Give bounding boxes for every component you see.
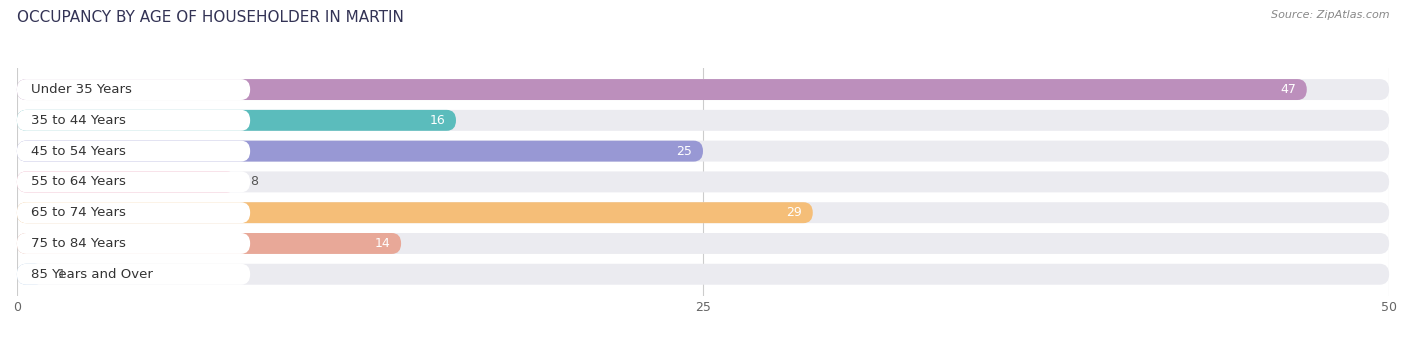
FancyBboxPatch shape (17, 233, 401, 254)
Text: 47: 47 (1279, 83, 1296, 96)
Text: 25: 25 (676, 144, 692, 158)
FancyBboxPatch shape (17, 233, 250, 254)
FancyBboxPatch shape (17, 141, 703, 162)
FancyBboxPatch shape (17, 171, 1389, 192)
FancyBboxPatch shape (17, 264, 45, 285)
FancyBboxPatch shape (17, 233, 1389, 254)
FancyBboxPatch shape (17, 264, 1389, 285)
FancyBboxPatch shape (17, 79, 250, 100)
FancyBboxPatch shape (17, 110, 456, 131)
Text: 85 Years and Over: 85 Years and Over (31, 268, 152, 281)
Text: 55 to 64 Years: 55 to 64 Years (31, 175, 125, 188)
FancyBboxPatch shape (17, 264, 250, 285)
FancyBboxPatch shape (17, 141, 250, 162)
Text: 16: 16 (429, 114, 446, 127)
FancyBboxPatch shape (17, 79, 1306, 100)
Text: 14: 14 (374, 237, 389, 250)
FancyBboxPatch shape (17, 110, 1389, 131)
Text: 75 to 84 Years: 75 to 84 Years (31, 237, 125, 250)
Text: 8: 8 (250, 175, 259, 188)
FancyBboxPatch shape (17, 171, 250, 192)
FancyBboxPatch shape (17, 141, 1389, 162)
Text: 45 to 54 Years: 45 to 54 Years (31, 144, 125, 158)
FancyBboxPatch shape (17, 202, 250, 223)
Text: Under 35 Years: Under 35 Years (31, 83, 132, 96)
Text: 29: 29 (786, 206, 801, 219)
FancyBboxPatch shape (17, 79, 1389, 100)
FancyBboxPatch shape (17, 202, 1389, 223)
Text: Source: ZipAtlas.com: Source: ZipAtlas.com (1271, 10, 1389, 20)
Text: OCCUPANCY BY AGE OF HOUSEHOLDER IN MARTIN: OCCUPANCY BY AGE OF HOUSEHOLDER IN MARTI… (17, 10, 404, 25)
Text: 65 to 74 Years: 65 to 74 Years (31, 206, 125, 219)
Text: 1: 1 (58, 268, 66, 281)
FancyBboxPatch shape (17, 110, 250, 131)
FancyBboxPatch shape (17, 202, 813, 223)
Text: 35 to 44 Years: 35 to 44 Years (31, 114, 125, 127)
FancyBboxPatch shape (17, 171, 236, 192)
